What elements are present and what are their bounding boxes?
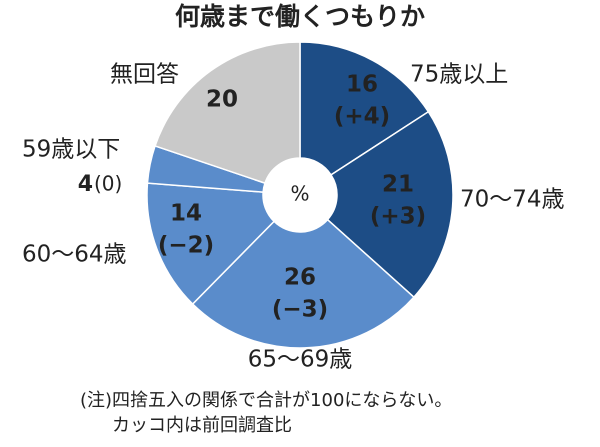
category-label: 60～64歳	[22, 242, 127, 268]
value-label: 4	[78, 172, 93, 197]
category-label: 70～74歳	[460, 187, 565, 213]
category-label: 65～69歳	[248, 347, 353, 373]
unit-label: %	[290, 182, 309, 206]
slice	[191, 218, 415, 349]
slice	[326, 110, 454, 299]
slice	[299, 41, 430, 176]
value-label: 26	[284, 265, 316, 291]
slice	[146, 182, 276, 306]
value-label: 21	[382, 172, 414, 198]
note: (注)四捨五入の関係で合計が100にならない。	[80, 390, 452, 411]
category-label: 75歳以上	[410, 62, 508, 88]
value-label: 16	[346, 72, 378, 98]
category-label: 59歳以下	[22, 137, 120, 163]
change-label: (−2)	[158, 233, 214, 259]
value-label: 14	[170, 201, 202, 227]
change-label: (+4)	[334, 104, 390, 130]
change-label: (−3)	[272, 297, 328, 323]
value-label: 20	[206, 87, 238, 113]
category-label: 無回答	[110, 62, 179, 88]
slice	[154, 41, 301, 185]
change-label: (+3)	[370, 204, 426, 230]
change-label: (0)	[94, 172, 122, 196]
note: カッコ内は前回調査比	[112, 415, 292, 436]
chart-title: 何歳まで働くつもりか	[175, 2, 425, 31]
